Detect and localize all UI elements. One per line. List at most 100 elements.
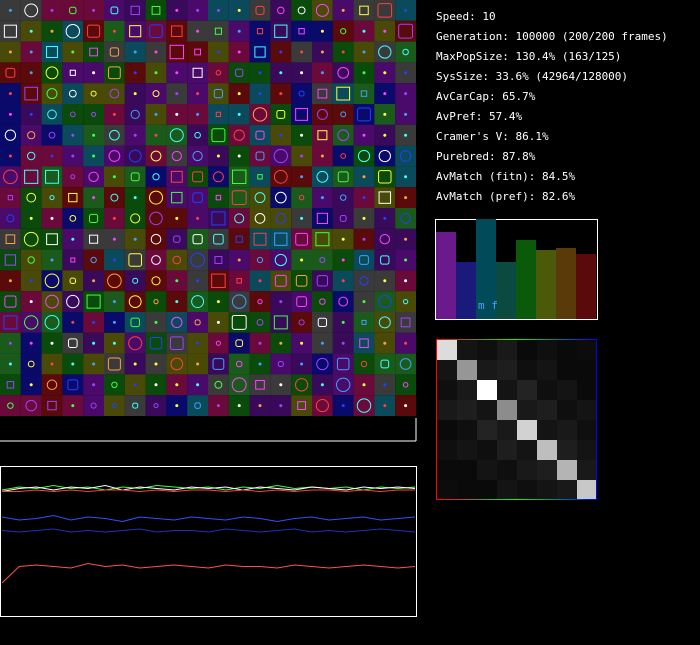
agent: [336, 357, 350, 371]
cell: [187, 41, 208, 63]
cell: [0, 228, 21, 250]
agent: [404, 341, 408, 345]
cell: [249, 312, 271, 333]
cell: [332, 353, 354, 375]
cell: [332, 62, 354, 84]
matrix-cell: [537, 460, 557, 480]
cell: [312, 124, 333, 146]
agent: [151, 6, 161, 15]
agent: [253, 232, 267, 246]
cell: [145, 0, 167, 21]
stat-line: Generation: 100000 (200/200 frames): [436, 30, 668, 43]
cell: [166, 20, 188, 42]
agent: [68, 192, 78, 203]
agent: [235, 360, 243, 368]
cell: [374, 228, 396, 250]
agent: [86, 294, 101, 309]
agent: [300, 341, 304, 345]
agent: [277, 6, 285, 15]
matrix-cell: [437, 360, 457, 380]
agent: [258, 279, 262, 283]
cell: [166, 145, 188, 167]
agent: [235, 235, 243, 243]
agent: [300, 216, 304, 220]
agent: [91, 111, 97, 117]
agent: [357, 107, 371, 122]
agent: [383, 133, 387, 137]
cell: [374, 187, 396, 208]
agent: [212, 358, 225, 370]
agent: [273, 148, 288, 164]
agent: [337, 66, 350, 79]
agent: [8, 362, 12, 366]
agent: [237, 8, 241, 12]
agent: [254, 213, 266, 224]
cell: [249, 41, 271, 63]
agent: [359, 5, 369, 16]
agent: [128, 253, 142, 267]
cell: [208, 208, 229, 229]
cell: [124, 208, 146, 229]
agent: [154, 133, 158, 137]
cell: [353, 395, 375, 416]
agent: [255, 5, 265, 15]
cell: [104, 270, 125, 292]
agent: [196, 112, 200, 116]
cell: [83, 291, 104, 312]
bar: [456, 262, 476, 319]
agent: [296, 296, 307, 307]
agent: [71, 320, 75, 324]
matrix-cell: [577, 340, 597, 360]
agent: [8, 154, 12, 158]
agent: [360, 360, 368, 368]
agent: [170, 357, 184, 371]
agent: [237, 92, 241, 96]
cell: [124, 145, 146, 167]
agent: [29, 50, 33, 54]
matrix-cell: [557, 340, 577, 360]
agent: [29, 29, 33, 33]
agent: [237, 258, 241, 262]
agent: [175, 112, 179, 116]
cell: [395, 41, 416, 63]
agent: [169, 44, 184, 60]
agent: [404, 112, 408, 116]
cell: [62, 62, 84, 84]
cell: [291, 270, 312, 292]
agent: [336, 377, 351, 392]
agent: [233, 129, 245, 141]
agent: [29, 71, 33, 75]
cell: [228, 291, 250, 312]
agent: [254, 192, 266, 204]
agent: [29, 383, 33, 387]
cell: [291, 312, 312, 333]
agent: [71, 362, 75, 366]
agent: [378, 191, 392, 204]
agent: [175, 404, 179, 408]
matrix-cell: [517, 460, 537, 480]
cell: [291, 20, 312, 42]
agent: [112, 320, 116, 324]
cell: [187, 291, 208, 312]
agent: [109, 88, 120, 99]
agent: [71, 237, 75, 241]
matrix-cell: [517, 480, 537, 500]
cell: [395, 374, 416, 396]
agent: [171, 150, 182, 162]
agent: [153, 403, 159, 409]
agent: [3, 169, 18, 185]
matrix-cell: [457, 340, 477, 360]
matrix-cell: [437, 480, 457, 500]
agent: [294, 378, 309, 392]
agent: [3, 315, 18, 330]
cell: [374, 249, 396, 271]
cell: [41, 62, 63, 84]
agent: [320, 29, 324, 33]
agent: [50, 154, 54, 158]
cell: [83, 104, 104, 125]
matrix-cell: [577, 460, 597, 480]
agent: [255, 379, 265, 390]
agent: [340, 111, 347, 118]
agent: [359, 276, 369, 286]
agent: [235, 68, 244, 77]
